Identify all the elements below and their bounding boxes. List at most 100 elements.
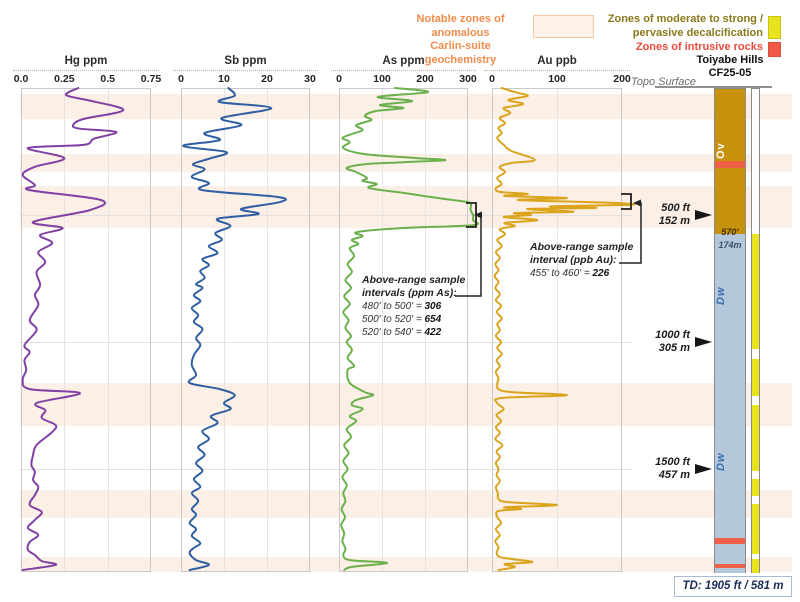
plot-panel-hg xyxy=(21,88,151,572)
unit-label-dw: Dw xyxy=(715,453,727,472)
value-gridline-sb xyxy=(267,88,268,572)
decalcification-zone xyxy=(752,559,759,573)
anomalous-zone-band xyxy=(20,382,792,426)
annotation-as-row1-value: 306 xyxy=(424,301,442,312)
boundary-label: 174m xyxy=(718,240,742,251)
tick-label-hg: 0.25 xyxy=(54,73,75,85)
tick-label-hg: 0.0 xyxy=(13,73,29,85)
annotation-as-row1-text: 480' to 500' = xyxy=(362,301,425,312)
depth-marker-ft: 1000 ft xyxy=(655,329,690,342)
depth-marker-label: 1000 ft 305 m xyxy=(608,329,690,354)
tick-label-sb: 10 xyxy=(218,73,230,85)
decalcification-zone xyxy=(752,233,759,349)
axis-title-au: Au ppb xyxy=(537,55,577,67)
annotation-as-row2-text: 500' to 520' = xyxy=(362,314,425,325)
topo-surface-label: Topo Surface xyxy=(631,76,697,88)
decalcification-zone xyxy=(752,503,759,554)
decalcification-zone xyxy=(752,405,759,472)
axis-title-sb: Sb ppm xyxy=(224,55,267,67)
depth-marker-label: 500 ft 152 m xyxy=(608,202,690,227)
legend-decalcification-label: Zones of moderate to strong / pervasive … xyxy=(560,13,763,40)
axis-rule-au xyxy=(484,70,630,71)
value-gridline-as xyxy=(382,88,383,572)
hg-curve xyxy=(21,87,125,571)
tick-label-as: 300 xyxy=(459,73,477,85)
value-gridline-hg xyxy=(107,88,109,572)
depth-gridline xyxy=(20,342,632,344)
annotation-as-row2-value: 654 xyxy=(424,314,442,325)
tick-label-hg: 0.75 xyxy=(140,73,162,85)
annotation-as-title1: Above-range sample xyxy=(362,274,466,286)
anomalous-zone-band xyxy=(20,94,792,119)
annotation-as-row: 500' to 520' = 654 xyxy=(362,313,465,326)
decalcification-zone xyxy=(752,359,759,396)
annotation-as-row: 520' to 540' = 422 xyxy=(362,326,465,339)
tick-label-as: 100 xyxy=(373,73,391,85)
value-gridline-au xyxy=(557,88,558,572)
annotation-au: Above-range sample interval (ppb Au): 45… xyxy=(530,241,633,280)
tick-label-sb: 0 xyxy=(178,73,184,85)
depth-marker-m: 457 m xyxy=(658,468,690,481)
annotation-as-row3-value: 422 xyxy=(424,327,442,338)
boundary-label: 570' xyxy=(721,227,739,238)
borehole-title: Toiyabe Hills CF25-05 xyxy=(684,54,776,80)
axis-title-hg: Hg ppm xyxy=(64,55,108,67)
legend-decalcification-line1: Zones of moderate to strong / xyxy=(607,13,763,25)
au-curve xyxy=(493,87,636,571)
decalcification-strip xyxy=(751,88,760,573)
tick-label-sb: 20 xyxy=(261,73,273,85)
intrusive-zone xyxy=(715,537,745,545)
legend-intrusive-label: Zones of intrusive rocks xyxy=(635,41,763,53)
annotation-au-row1-text: 455' to 460' = xyxy=(530,268,593,279)
annotation-as-row: 480' to 500' = 306 xyxy=(362,300,465,313)
stratigraphic-column: Ov Dw Dw 570' 174m xyxy=(714,88,746,573)
value-gridline-hg xyxy=(64,88,66,572)
depth-marker-arrow-icon xyxy=(695,337,712,348)
legend-anomalous-swatch xyxy=(533,15,594,38)
legend-decalcification-swatch xyxy=(768,16,781,39)
tick-label-au: 0 xyxy=(489,73,495,85)
axis-title-as: As ppm xyxy=(382,55,425,67)
intrusive-zone xyxy=(715,160,745,168)
as-curve xyxy=(340,87,480,571)
axis-rule-sb xyxy=(173,70,318,71)
intrusive-zone xyxy=(715,564,745,569)
depth-marker-arrow-icon xyxy=(695,464,712,475)
value-gridline-sb xyxy=(224,88,225,572)
tick-label-au: 100 xyxy=(548,73,566,85)
borehole-title-line1: Toiyabe Hills xyxy=(696,54,764,66)
depth-marker-arrow-icon xyxy=(695,210,712,221)
annotation-au-row1-value: 226 xyxy=(592,268,610,279)
legend-intrusive-swatch xyxy=(768,42,781,57)
depth-marker-m: 152 m xyxy=(658,214,690,227)
axis-rule-hg xyxy=(13,70,159,71)
annotation-as: Above-range sample intervals (ppm As): 4… xyxy=(362,274,465,339)
plot-panel-sb xyxy=(181,88,310,572)
depth-gridline xyxy=(20,215,632,216)
tick-label-sb: 30 xyxy=(304,73,316,85)
plot-panel-au xyxy=(492,88,622,572)
depth-marker-ft: 1500 ft xyxy=(655,456,690,469)
legend-anomalous-label: Notable zones of anomalous Carlin-suite … xyxy=(393,13,528,67)
legend-decalcification-line2: pervasive decalcification xyxy=(632,26,763,39)
annotation-au-title2: interval (ppb Au): xyxy=(530,254,617,266)
total-depth-label: TD: 1905 ft / 581 m xyxy=(674,576,792,597)
depth-gridline xyxy=(20,469,632,471)
annotation-as-row3-text: 520' to 540' = xyxy=(362,327,425,338)
anomalous-zone-band xyxy=(20,557,792,572)
borehole-title-line2: CF25-05 xyxy=(708,67,752,79)
depth-marker-label: 1500 ft 457 m xyxy=(608,456,690,481)
tick-label-hg: 0.5 xyxy=(100,73,115,85)
tick-label-as: 0 xyxy=(336,73,342,85)
legend-anomalous-line2: Carlin-suite geochemistry xyxy=(424,40,497,66)
topo-surface-line xyxy=(655,86,772,88)
value-gridline-as xyxy=(425,88,426,572)
depth-marker-m: 305 m xyxy=(658,341,690,354)
tick-label-au: 200 xyxy=(613,73,631,85)
decalcification-zone xyxy=(752,478,759,496)
anomalous-zone-band xyxy=(20,489,792,518)
unit-dw xyxy=(715,233,745,573)
annotation-as-title2: intervals (ppm As): xyxy=(362,287,457,299)
axis-rule-as xyxy=(331,70,476,71)
